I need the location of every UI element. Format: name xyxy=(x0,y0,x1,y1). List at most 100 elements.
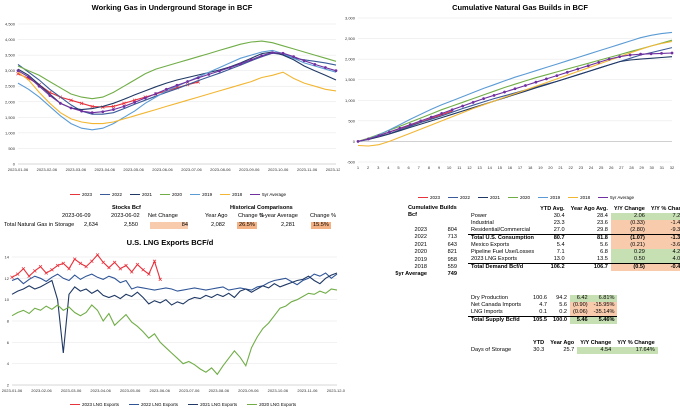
legend-swatch xyxy=(100,193,111,196)
y-tick-label: 1,500 xyxy=(5,115,16,120)
x-tick-label: 21 xyxy=(558,165,563,170)
row-label: Residential/Commercial xyxy=(471,227,531,233)
builds-row-value: 643 xyxy=(447,241,457,248)
builds-row-value: 821 xyxy=(447,249,457,256)
data-point xyxy=(555,74,559,77)
row-value: 27.0 xyxy=(553,227,565,233)
x-tick-label: 2 xyxy=(367,165,370,170)
row-label: Total Supply Bcf/d xyxy=(468,316,530,324)
legend-item: 2021 xyxy=(478,195,500,200)
x-tick-label: 24 xyxy=(589,165,594,170)
data-point xyxy=(37,84,41,88)
y-tick-label: 1,500 xyxy=(345,77,356,82)
data-point xyxy=(129,270,134,274)
row-value: 80.7 xyxy=(537,234,568,242)
col-5yr: 5-year Average xyxy=(260,213,298,219)
y-tick-label: 1,000 xyxy=(5,130,16,135)
x-tick-label: 2023-05-06 xyxy=(123,167,144,172)
row-label: Total U.S. Consumption xyxy=(468,234,538,242)
data-point xyxy=(239,62,243,66)
data-point xyxy=(367,137,370,141)
legend-item: 2021 LNG Exports xyxy=(188,402,237,407)
row-value: 17.64% xyxy=(614,347,658,354)
y-tick-label: 12 xyxy=(5,276,10,281)
legend-item: 2018 xyxy=(220,192,242,197)
data-point xyxy=(324,66,327,69)
row-value: 4.01% xyxy=(647,256,680,264)
legend-label: 2018 xyxy=(580,195,591,200)
data-point xyxy=(112,260,117,265)
data-point xyxy=(21,266,26,271)
row-value: -1.32% xyxy=(647,234,680,242)
builds-table-title: Cumulative Builds Bcf xyxy=(408,205,457,218)
column-header: Y/Y % Change xyxy=(650,206,680,212)
data-point xyxy=(78,261,83,266)
row-label: Total Demand Bcf/d xyxy=(468,263,538,271)
row-value: 2.06 xyxy=(610,213,648,220)
data-point xyxy=(398,126,402,130)
legend-item: 5yr Average xyxy=(250,192,286,197)
legend-swatch xyxy=(70,403,80,406)
data-point xyxy=(59,101,62,105)
x-tick-label: 18 xyxy=(528,165,533,170)
row-value: 5.46% xyxy=(590,316,618,324)
storage-chg1: 26.5% xyxy=(237,222,257,229)
series-line-2020 xyxy=(17,40,337,100)
x-tick-label: 2023-08-06 xyxy=(210,167,231,172)
legend-label: 2021 LNG Exports xyxy=(200,402,238,407)
col-date2: 2023-06-02 xyxy=(111,213,140,219)
legend-swatch xyxy=(538,196,549,199)
series-line-2018 xyxy=(17,71,337,125)
builds-table-row: 2021 643 xyxy=(365,242,465,249)
y-tick-label: 3,000 xyxy=(345,16,356,21)
x-tick-label: 2023-02-06 xyxy=(37,167,58,172)
table-row: Power 30.4 28.42.067.27% xyxy=(468,213,680,220)
data-point xyxy=(503,90,506,94)
data-point xyxy=(281,51,285,55)
series-line-2018 xyxy=(357,40,673,147)
row-value: 81.8 xyxy=(567,234,611,242)
builds-row-value: 958 xyxy=(447,256,457,263)
builds-row-label: 2023 xyxy=(414,227,427,233)
storage-legend: 2023 2022 2021 2020 2019 2018 5yr Average xyxy=(70,192,286,197)
row-label: LNG Imports xyxy=(471,309,503,315)
builds-row-value: 804 xyxy=(447,227,457,233)
row-value: 28.4 xyxy=(597,213,608,219)
data-point xyxy=(597,61,601,64)
data-point xyxy=(186,80,190,83)
data-point xyxy=(545,77,548,81)
data-point xyxy=(152,259,157,264)
y-tick-label: 3,500 xyxy=(5,53,16,58)
data-point xyxy=(408,123,412,126)
builds-table-row: 2023 804 xyxy=(365,227,465,234)
x-tick-label: 31 xyxy=(660,165,665,170)
column-header: Y/Y Change xyxy=(613,206,645,212)
storage-chart-title: Working Gas in Underground Storage in BC… xyxy=(91,3,253,12)
builds-table-row: 2018 559 xyxy=(365,264,465,271)
legend-item: 2021 xyxy=(130,192,152,197)
x-tick-label: 2023-01-06 xyxy=(8,167,29,172)
row-value: 4.7 xyxy=(539,302,547,308)
row-value: -3.68% xyxy=(647,242,680,249)
data-point xyxy=(165,87,168,91)
x-tick-label: 2023-06-06 xyxy=(152,167,173,172)
legend-label: 2020 xyxy=(520,195,531,200)
data-point xyxy=(16,69,20,73)
data-point xyxy=(90,104,94,109)
data-point xyxy=(69,106,73,110)
row-value: 13.0 xyxy=(553,256,565,262)
data-point xyxy=(69,98,73,102)
legend-swatch xyxy=(448,196,459,199)
row-value: 29.8 xyxy=(597,227,608,233)
y-tick-label: 0 xyxy=(13,162,16,167)
demand-table: YTD Avg. Year Ago Avg. Y/Y Change Y/Y % Cha… xyxy=(468,206,680,271)
data-point xyxy=(388,130,391,134)
data-point xyxy=(50,268,54,272)
x-tick-label: 19 xyxy=(538,165,543,170)
row-value: (0.21) xyxy=(610,242,648,249)
data-point xyxy=(534,80,538,84)
legend-swatch xyxy=(130,193,141,196)
series-line-2021 xyxy=(357,56,673,142)
data-point xyxy=(135,262,140,267)
